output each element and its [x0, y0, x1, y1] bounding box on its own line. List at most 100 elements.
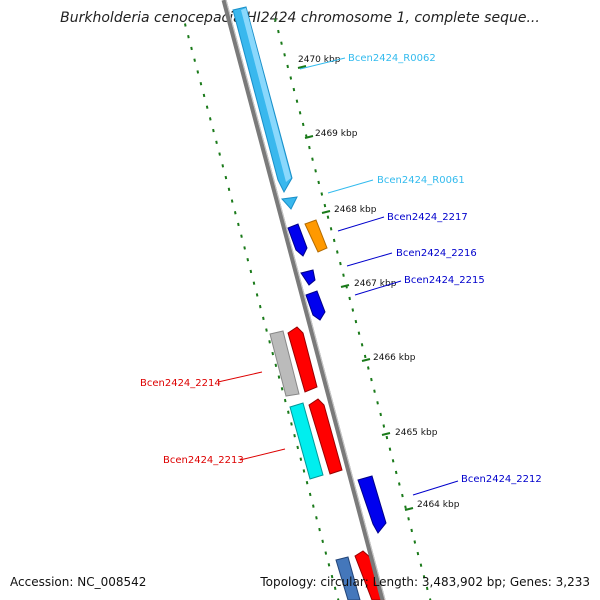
kbp-tick-label: 2467 kbp [354, 279, 397, 289]
inner-scale-track [274, 18, 432, 600]
kbp-tick-mark [381, 432, 391, 436]
scale-dot [265, 328, 268, 332]
scale-dot [416, 551, 420, 556]
scale-dot [227, 187, 231, 191]
kbp-tick-mark [297, 65, 307, 69]
kbp-tick-mark [361, 358, 371, 362]
scale-dot [330, 574, 334, 579]
scale-dot [342, 273, 345, 277]
scale-dot [425, 586, 429, 591]
scale-dot [348, 296, 351, 301]
scale-dot [252, 281, 256, 285]
kbp-tick-label: 2466 kbp [373, 353, 416, 363]
scale-dot [268, 340, 271, 344]
scale-dot [332, 238, 336, 243]
gene-feature[interactable] [304, 219, 328, 253]
label-leader-line [239, 448, 286, 461]
gene-label[interactable]: Bcen2424_2212 [461, 474, 542, 485]
scale-dot [255, 293, 259, 297]
gene-feature [241, 8, 291, 182]
gene-feature[interactable] [357, 475, 387, 534]
scale-dot [419, 563, 423, 567]
scale-dot [398, 482, 401, 486]
scale-dot [357, 331, 361, 335]
scale-dot [190, 46, 193, 51]
scale-dot [218, 152, 221, 156]
scale-dot [262, 316, 265, 321]
gene-feature[interactable] [287, 326, 318, 393]
scale-dot [243, 246, 246, 250]
scale-dot [404, 505, 407, 509]
kbp-tick-label: 2468 kbp [334, 205, 377, 215]
scale-dot [308, 492, 312, 497]
gene-feature[interactable] [308, 398, 343, 475]
scale-dot [429, 598, 432, 600]
scale-dot [187, 35, 190, 39]
scale-dot [230, 199, 234, 203]
scale-dot [323, 203, 327, 208]
scale-dot [295, 99, 299, 103]
scale-dot [299, 457, 303, 461]
scale-dot [271, 351, 275, 356]
gene-label[interactable]: Bcen2424_2214 [140, 378, 221, 389]
scale-dot [193, 58, 196, 62]
gene-feature[interactable] [289, 402, 324, 480]
scale-dot [283, 53, 286, 57]
scale-dot [205, 105, 209, 109]
gene-feature[interactable] [305, 290, 326, 321]
scale-dot [208, 117, 212, 121]
gene-feature[interactable] [269, 330, 300, 397]
scale-dot [283, 398, 287, 403]
scale-dot [305, 480, 309, 485]
kbp-tick-label: 2469 kbp [315, 129, 358, 139]
kbp-tick-mark [340, 284, 350, 288]
kbp-tick-label: 2464 kbp [417, 500, 460, 510]
kbp-tick-label: 2465 kbp [395, 428, 438, 438]
label-leader-line [337, 216, 385, 232]
scale-dot [337, 598, 340, 600]
scale-dot [286, 64, 289, 69]
scale-dot [321, 539, 324, 544]
label-leader-line [327, 179, 374, 194]
gene-feature[interactable] [287, 223, 308, 257]
scale-dot [280, 387, 284, 391]
scale-dot [240, 234, 243, 238]
scale-dot [318, 527, 321, 532]
label-leader-line [217, 371, 263, 383]
gene-feature[interactable] [300, 269, 316, 286]
scale-dot [196, 70, 200, 74]
gene-feature[interactable] [280, 196, 298, 210]
scale-dot [391, 459, 395, 463]
gene-label[interactable]: Bcen2424_R0062 [348, 53, 436, 64]
accession-text: Accession: NC_008542 [10, 575, 147, 589]
scale-dot [394, 470, 398, 475]
gene-label[interactable]: Bcen2424_2213 [163, 455, 244, 466]
scale-dot [388, 447, 392, 451]
gene-label[interactable]: Bcen2424_2216 [396, 248, 477, 259]
scale-dot [367, 366, 370, 370]
label-leader-line [412, 480, 459, 496]
scale-dot [315, 516, 318, 520]
chromosome-backbone [225, 0, 386, 600]
scale-dot [237, 222, 240, 227]
scale-dot [293, 434, 296, 438]
scale-dot [199, 81, 203, 86]
scale-dot [246, 257, 250, 262]
kbp-tick-label: 2470 kbp [298, 55, 341, 65]
scale-dot [370, 377, 373, 382]
scale-dot [221, 164, 225, 168]
scale-dot [314, 169, 317, 173]
gene-feature[interactable] [335, 556, 361, 600]
scale-dot [317, 180, 320, 185]
gene-label[interactable]: Bcen2424_R0061 [377, 175, 465, 186]
scale-dot [290, 422, 293, 426]
scale-dot [422, 575, 426, 579]
scale-dot [354, 319, 358, 324]
scale-dot [385, 435, 389, 440]
scale-dot [258, 304, 262, 309]
scale-dot [401, 493, 404, 498]
gene-label[interactable]: Bcen2424_2217 [387, 212, 468, 223]
gene-label[interactable]: Bcen2424_2215 [404, 275, 485, 286]
scale-dot [212, 128, 215, 133]
